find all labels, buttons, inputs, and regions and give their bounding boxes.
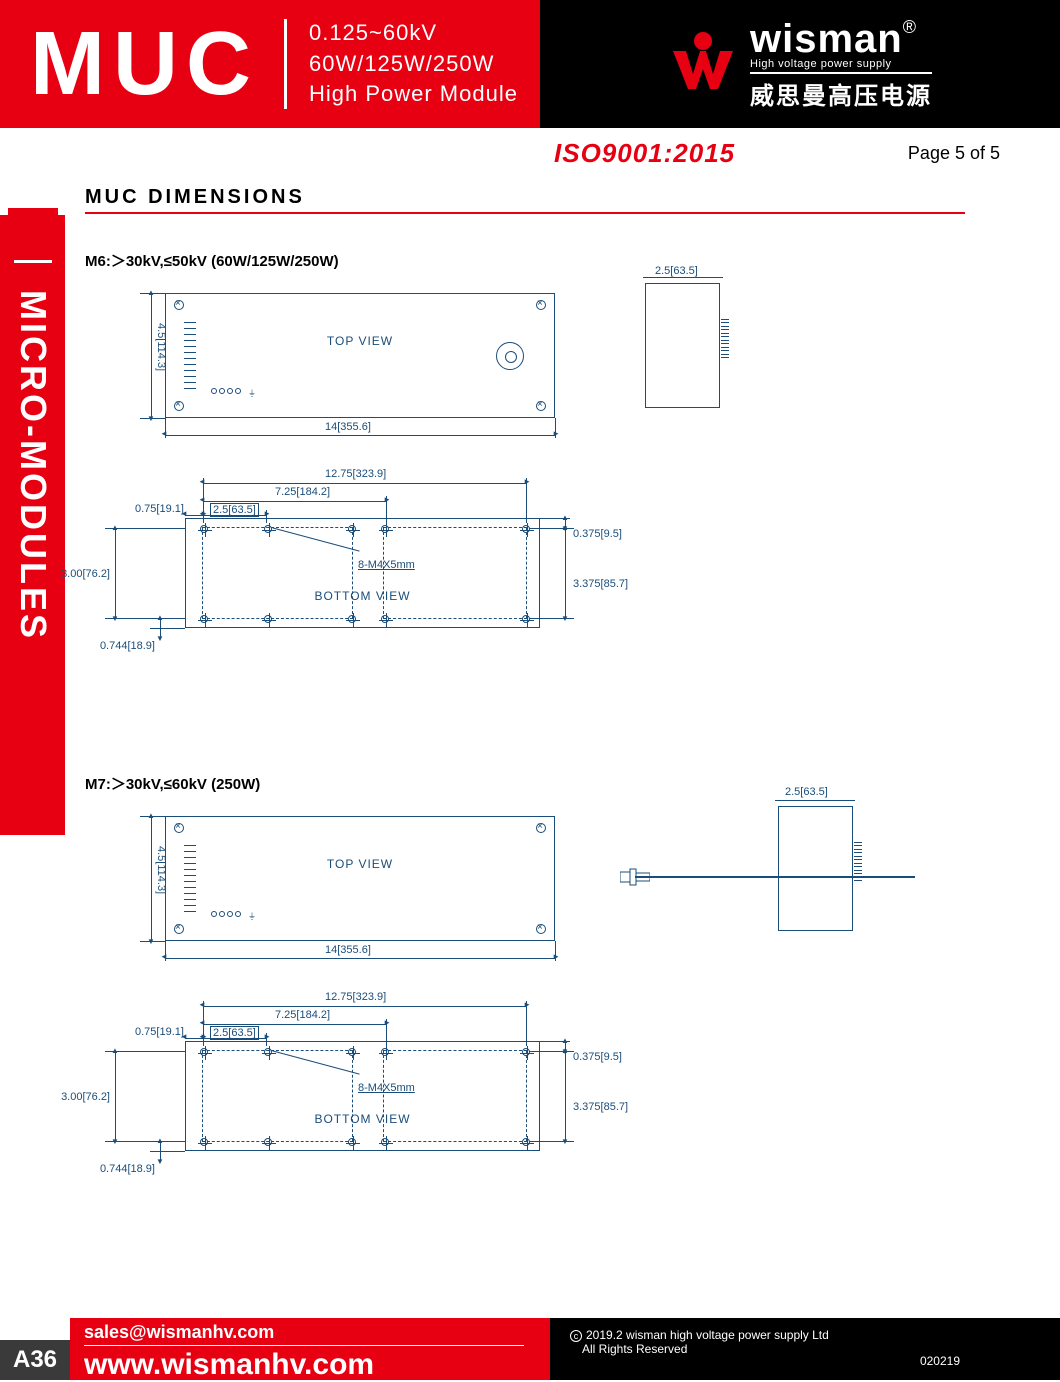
m6-bot-0-375: 0.375[9.5]: [573, 528, 622, 540]
m7-bot-0-744: 0.744[18.9]: [100, 1163, 155, 1175]
content-area: M6:＞30kV,≤50kV (60W/125W/250W) TOP VIEW …: [85, 230, 1035, 1266]
m7-bot-3-375: 3.375[85.7]: [573, 1101, 628, 1113]
m6-top-label: TOP VIEW: [327, 334, 393, 348]
section-title: MUC DIMENSIONS: [85, 186, 305, 209]
footer-copyright: 2019.2 wisman high voltage power supply …: [586, 1328, 829, 1342]
product-name: MUC: [30, 13, 259, 116]
iso-cert: ISO9001:2015: [554, 138, 735, 169]
catalog-number: A36: [0, 1340, 70, 1380]
m7-top-view: TOP VIEW ⏚: [165, 816, 555, 941]
m7-side-view: [778, 806, 853, 931]
brand-logo: wisman® High voltage power supply 威思曼高压电…: [668, 17, 932, 111]
brand-sub: High voltage power supply: [750, 58, 932, 70]
m7-side-depth: 2.5[63.5]: [785, 786, 828, 798]
spec-line-1: 0.125~60kV: [309, 18, 518, 49]
m6-bot-3-00: 3.00[76.2]: [61, 568, 110, 580]
title-underline: [85, 212, 965, 214]
m7-bot-3-00: 3.00[76.2]: [61, 1091, 110, 1103]
registered-mark: ®: [903, 17, 916, 37]
sidebar-text: MICRO-MODULES: [12, 290, 54, 641]
m6-bot-12-75: 12.75[323.9]: [325, 468, 386, 480]
m7-bottom-view: BOTTOM VIEW 8-M4X5mm: [185, 1041, 540, 1151]
header-black-panel: wisman® High voltage power supply 威思曼高压电…: [540, 0, 1060, 128]
header-divider: [284, 19, 287, 109]
m7-drawings: TOP VIEW ⏚: [85, 806, 1035, 1266]
footer-black-panel: c2019.2 wisman high voltage power supply…: [550, 1318, 1060, 1380]
footer-red-panel: sales@wismanhv.com www.wismanhv.com: [70, 1318, 550, 1380]
m7-bot-12-75: 12.75[323.9]: [325, 991, 386, 1003]
header-red-panel: MUC 0.125~60kV 60W/125W/250W High Power …: [0, 0, 540, 128]
m6-bottom-view: BOTTOM VIEW 8-M4X5mm: [185, 518, 540, 628]
output-connector-icon: [496, 342, 524, 370]
m6-side-view: [645, 283, 720, 408]
m6-bot-0-75: 0.75[19.1]: [135, 503, 184, 515]
brand-chinese: 威思曼高压电源: [750, 72, 932, 111]
hv-cable-icon: [635, 876, 915, 878]
m6-bot-3-375: 3.375[85.7]: [573, 578, 628, 590]
header-specs: 0.125~60kV 60W/125W/250W High Power Modu…: [309, 18, 518, 110]
m6-top-length: 14[355.6]: [325, 421, 371, 433]
footer-rights: All Rights Reserved: [582, 1342, 1040, 1356]
m6-drawings: TOP VIEW ⏚ 4.5[114.3]: [85, 283, 1035, 743]
brand-english: wisman: [750, 17, 903, 61]
m6-top-view: TOP VIEW ⏚: [165, 293, 555, 418]
m7-label: M7:＞30kV,≤60kV (250W): [85, 773, 1035, 794]
m6-side-depth: 2.5[63.5]: [655, 265, 698, 277]
m6-hole-spec: 8-M4X5mm: [358, 559, 415, 571]
footer-code: 020219: [920, 1354, 960, 1368]
footer-website: www.wismanhv.com: [84, 1348, 536, 1382]
m7-top-length: 14[355.6]: [325, 944, 371, 956]
m6-bot-0-744: 0.744[18.9]: [100, 640, 155, 652]
m7-bot-0-75: 0.75[19.1]: [135, 1026, 184, 1038]
m6-label: M6:＞30kV,≤50kV (60W/125W/250W): [85, 250, 1035, 271]
m6-top-height: 4.5[114.3]: [155, 323, 167, 371]
m7-bot-0-375: 0.375[9.5]: [573, 1051, 622, 1063]
sidebar-letter-underline: [14, 260, 52, 263]
m6-bot-7-25: 7.25[184.2]: [275, 486, 330, 498]
m7-top-label: TOP VIEW: [327, 857, 393, 871]
m7-top-height: 4.5[114.3]: [155, 846, 167, 894]
subheader: ISO9001:2015 Page 5 of 5: [0, 128, 1060, 178]
footer-email: sales@wismanhv.com: [84, 1322, 536, 1343]
m7-bot-7-25: 7.25[184.2]: [275, 1009, 330, 1021]
m7-hole-spec: 8-M4X5mm: [358, 1082, 415, 1094]
page-number: Page 5 of 5: [908, 143, 1000, 164]
spec-line-3: High Power Module: [309, 79, 518, 110]
spec-line-2: 60W/125W/250W: [309, 49, 518, 80]
wisman-w-icon: [668, 29, 738, 99]
